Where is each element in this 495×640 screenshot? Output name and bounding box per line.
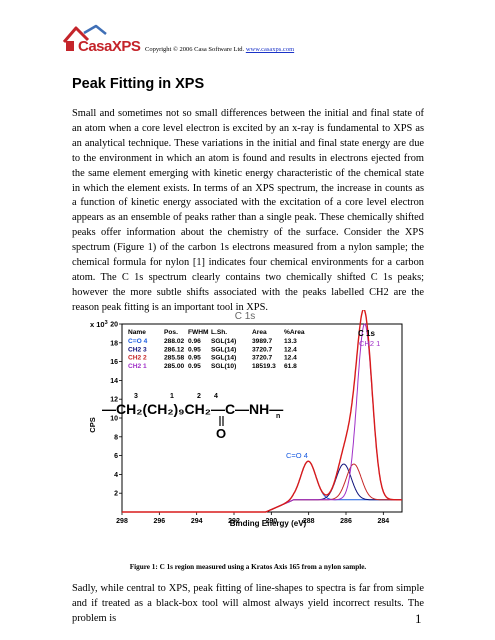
table-cell: 0.95 — [188, 346, 201, 353]
table-cell: 0.95 — [188, 363, 201, 370]
y-tick-label: 10 — [110, 416, 118, 423]
formula-number-1: 1 — [170, 393, 174, 400]
table-header: Name — [128, 329, 146, 336]
table-cell: 288.02 — [164, 338, 185, 345]
intro-paragraph: Small and sometimes not so small differe… — [72, 108, 424, 313]
y-tick-label: 20 — [110, 322, 118, 329]
table-cell: 61.8 — [284, 363, 297, 370]
x-tick-label: 284 — [377, 518, 389, 525]
envelope-curve — [122, 310, 402, 513]
y-tick-label: 6 — [114, 453, 118, 460]
table-cell: 0.95 — [188, 355, 201, 362]
table-cell: 3989.7 — [252, 338, 273, 345]
y-tick-label: 8 — [114, 434, 118, 441]
component-curve — [122, 463, 402, 513]
casaxps-logo: CasaXPS — [62, 24, 141, 58]
copyright-notice: Copyright © 2006 Casa Software Ltd. www.… — [145, 46, 294, 53]
figure-caption: Figure 1: C 1s region measured using a K… — [129, 563, 367, 571]
chart-title: C 1s — [235, 311, 256, 322]
y-tick-label: 14 — [110, 378, 118, 385]
table-cell: 3720.7 — [252, 355, 273, 362]
table-header: Pos. — [164, 329, 178, 336]
table-cell: SGL(10) — [211, 363, 236, 370]
x-axis-label: Binding Energy (eV) — [230, 519, 307, 528]
table-cell: 18519.3 — [252, 363, 276, 370]
peak-label-ch2-1: CH2 1 — [359, 339, 380, 348]
peak-label-co-4: C=O 4 — [286, 451, 308, 460]
y-tick-label: 16 — [110, 359, 118, 366]
x-tick-label: 288 — [303, 518, 315, 525]
x-tick-label: 298 — [116, 518, 128, 525]
x-tick-label: 286 — [340, 518, 352, 525]
formula-number-2: 2 — [197, 393, 201, 400]
component-curve — [122, 463, 402, 513]
nylon-formula: 3 2 4 1 —CH₂(CH₂)₉CH₂—C—NH— n O — [102, 393, 283, 441]
house-logo-icon — [62, 24, 107, 51]
table-header: L.Sh. — [211, 329, 227, 336]
formula-number-3: 3 — [134, 393, 138, 400]
table-cell: 3720.7 — [252, 346, 273, 353]
formula-subscript-n: n — [276, 413, 280, 420]
xps-spectrum-chart: C 1s x 103 CPS Binding Energy (eV) 298 29… — [88, 310, 403, 528]
fit-curves — [122, 310, 402, 513]
formula-main: —CH₂(CH₂)₉CH₂—C—NH— — [102, 401, 283, 417]
formula-number-4: 4 — [214, 393, 218, 400]
table-header: FWHM — [188, 329, 209, 336]
y-tick-label: 18 — [110, 340, 118, 347]
bottom-paragraph: Sadly, while central to XPS, peak fittin… — [72, 583, 424, 624]
scale-label-base: x 10 — [90, 320, 105, 329]
table-cell: SGL(14) — [211, 346, 236, 353]
scale-label-exp: 3 — [105, 320, 108, 326]
y-tick-label: 4 — [114, 472, 118, 479]
x-tick-label: 296 — [153, 518, 165, 525]
peak-label-c1s: C 1s — [358, 329, 375, 338]
x-tick-label: 294 — [191, 518, 203, 525]
table-cell: 286.12 — [164, 346, 185, 353]
table-cell: 0.96 — [188, 338, 201, 345]
table-cell: 12.4 — [284, 346, 297, 353]
table-cell: 285.00 — [164, 363, 185, 370]
table-header: Area — [252, 329, 267, 336]
y-tick-label: 2 — [114, 491, 118, 498]
table-header: %Area — [284, 329, 305, 336]
logo-text: CasaXPS — [78, 38, 141, 55]
table-row-name: CH2 3 — [128, 346, 147, 353]
table-row-name: CH2 2 — [128, 355, 147, 362]
copyright-text: Copyright © 2006 Casa Software Ltd. — [145, 46, 246, 53]
y-tick-label: 12 — [110, 397, 118, 404]
component-curve — [122, 460, 402, 513]
page-number: 1 — [415, 611, 422, 626]
table-row-name: C=O 4 — [128, 338, 148, 345]
table-cell: 13.3 — [284, 338, 297, 345]
formula-oxygen: O — [216, 426, 226, 441]
table-cell: 12.4 — [284, 355, 297, 362]
table-cell: SGL(14) — [211, 338, 236, 345]
table-cell: 285.58 — [164, 355, 185, 362]
x-tick-label: 290 — [265, 518, 277, 525]
x-tick-label: 292 — [228, 518, 240, 525]
table-row-name: CH2 1 — [128, 363, 147, 370]
scale-label: x 103 — [90, 320, 108, 329]
casaxps-link[interactable]: www.casaxps.com — [245, 46, 295, 53]
y-axis-label: CPS — [88, 417, 97, 432]
table-cell: SGL(14) — [211, 355, 236, 362]
page-title: Peak Fitting in XPS — [72, 76, 205, 92]
